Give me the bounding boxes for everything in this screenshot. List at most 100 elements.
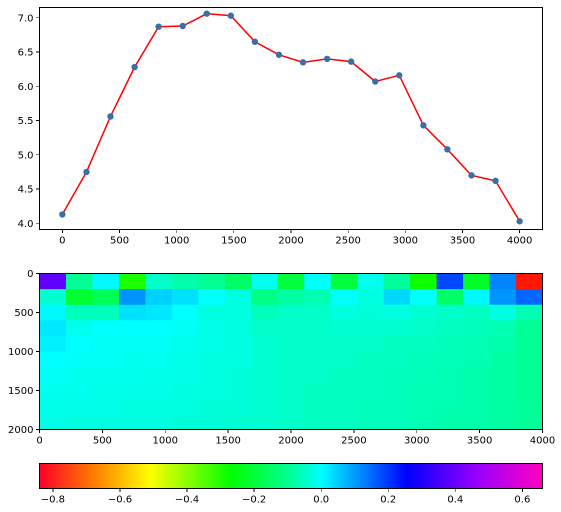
heatmap-cell [171,273,199,290]
heatmap-cell [171,398,199,415]
heatmap-cell [92,367,120,384]
heatmap-chart: 0 500 1000 1500 2000 2500 3000 3500 4000 0 500 100… [8,269,555,447]
heatmap-cell [118,351,146,368]
heatmap-cell [383,273,411,290]
heatmap-cell [383,320,411,337]
x-tick-label: 2500 [341,436,366,447]
line-series [59,10,523,225]
x-tick-label: 2000 [278,436,303,447]
colorbar-tick-label: −0.4 [175,495,199,506]
heatmap-cell [39,273,67,290]
heatmap-cell [463,304,490,321]
colorbar-tick-label: −0.6 [108,495,132,506]
heatmap-cell [118,382,146,399]
heatmap-cell [330,382,358,399]
heatmap-cell [198,273,226,290]
heatmap-cell [171,382,199,399]
heatmap-cell [489,351,517,368]
heatmap-cell [171,367,199,384]
data-point [203,10,210,17]
heatmap-cell [65,335,93,352]
heatmap-cell [277,273,305,290]
x-tick-label: 1500 [221,236,246,247]
data-point [372,78,379,85]
heatmap-cell [304,398,332,415]
heatmap-cell [224,398,252,415]
colorbar-tick-label: 0.6 [514,495,530,506]
heatmap-cell [436,413,464,430]
heatmap-cell [410,367,437,384]
heatmap-cell [92,320,120,337]
heatmap-cell [383,335,411,352]
heatmap-cell [516,382,543,399]
heatmap-cell [330,273,358,290]
data-point [107,113,114,120]
x-tick-label: 1000 [164,236,189,247]
x-tick-label: 500 [93,436,112,447]
data-point [155,23,162,30]
heatmap-cell [304,304,332,321]
heatmap-cell [224,273,252,290]
colorbar-tick-label: 0.2 [380,495,396,506]
heatmap-cell [436,335,464,352]
heatmap-cell [198,320,226,337]
series-line [61,12,521,222]
heatmap-cell [516,351,543,368]
heatmap-cell [357,351,385,368]
heatmap-cell [436,351,464,368]
heatmap-cell [436,382,464,399]
heatmap-cell [118,413,146,430]
heatmap-x-axis: 0 500 1000 1500 2000 2500 3000 3500 4000 [36,429,555,447]
x-tick-label: 2500 [335,236,360,247]
x-tick-label: 2000 [278,236,303,247]
heatmap-cell [145,304,173,321]
heatmap-cell [251,351,279,368]
data-point [420,122,427,129]
y-tick-label: 500 [14,308,33,319]
heatmap-cell [410,335,437,352]
y-tick-label: 5.0 [18,150,34,161]
heatmap-cell [251,413,279,430]
x-tick-label: 4000 [507,236,532,247]
heatmap-cell [330,289,358,306]
heatmap-cell [463,398,490,415]
heatmap-cell [383,289,411,306]
data-point [444,146,451,153]
data-point [59,211,66,218]
y-tick-label: 1500 [8,386,33,397]
heatmap-cell [39,398,67,415]
heatmap-cell [463,320,490,337]
heatmap-cell [357,304,385,321]
line-chart-frame [39,7,543,230]
heatmap-cell [304,289,332,306]
heatmap-cell [145,413,173,430]
heatmap-cell [516,413,543,430]
heatmap-cell [277,382,305,399]
heatmap-cell [145,367,173,384]
data-point [299,59,307,66]
heatmap-cell [463,351,490,368]
x-tick-label: 4000 [530,436,555,447]
heatmap-cell [463,382,490,399]
data-point [516,218,523,225]
y-tick-label: 2000 [8,425,33,436]
heatmap-cell [251,304,279,321]
heatmap-cell [198,382,226,399]
heatmap-cell [251,367,279,384]
heatmap-cell [145,273,173,290]
heatmap-cell [171,413,199,430]
heatmap-cell [357,289,385,306]
heatmap-cell [251,289,279,306]
heatmap-cell [304,413,332,430]
heatmap-cell [436,273,464,290]
heatmap-cell [410,289,437,306]
heatmap-cell [92,335,120,352]
heatmap-cell [383,304,411,321]
heatmap-cell [357,273,385,290]
heatmap-cell [436,304,464,321]
heatmap-cell [489,367,517,384]
y-tick-label: 6.0 [18,82,34,93]
heatmap-cell [330,335,358,352]
heatmap-cell [65,289,93,306]
